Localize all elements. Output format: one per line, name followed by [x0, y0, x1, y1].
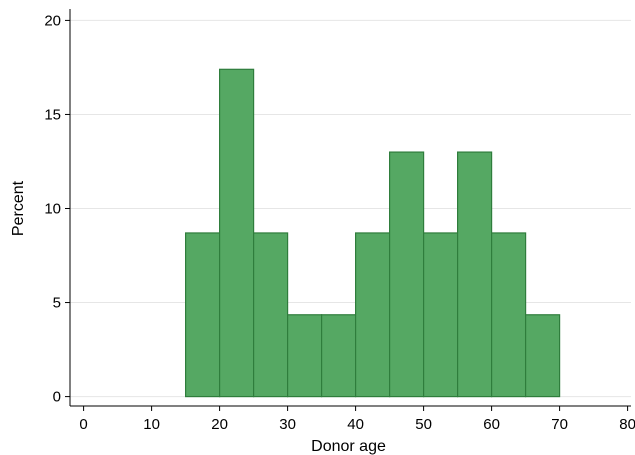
x-tick-label: 10 [143, 416, 160, 433]
x-axis-title: Donor age [311, 438, 386, 455]
x-tick-label: 60 [483, 416, 500, 433]
x-tick-label: 30 [279, 416, 296, 433]
histogram-bar [287, 314, 323, 398]
histogram-bar [524, 314, 561, 398]
x-tick-label: 70 [551, 416, 568, 433]
y-tick-label: 5 [53, 295, 61, 312]
x-tick-label: 50 [415, 416, 432, 433]
y-tick-label: 10 [44, 201, 61, 218]
x-tick-label: 20 [211, 416, 228, 433]
histogram-bar [389, 151, 425, 398]
histogram-bars [185, 68, 561, 398]
y-axis-title: Percent [10, 180, 27, 236]
y-tick-label: 0 [53, 389, 61, 406]
histogram-bar [355, 232, 391, 398]
x-tick-label: 40 [347, 416, 364, 433]
histogram-bar [457, 151, 493, 398]
histogram-bar [423, 232, 459, 398]
histogram-bar [491, 232, 527, 398]
histogram-bar [185, 232, 221, 398]
histogram-bar [253, 232, 289, 398]
x-tick-label: 0 [79, 416, 87, 433]
x-axis-ticks: 0 10 20 30 40 50 60 70 80 [79, 406, 635, 433]
x-tick-label: 80 [619, 416, 635, 433]
axes [69, 9, 631, 407]
y-tick-label: 15 [44, 106, 61, 123]
histogram-bar [321, 314, 357, 398]
histogram-bar [219, 68, 255, 398]
y-tick-label: 20 [44, 12, 61, 29]
y-axis-ticks: 0 5 10 15 20 [44, 12, 70, 406]
